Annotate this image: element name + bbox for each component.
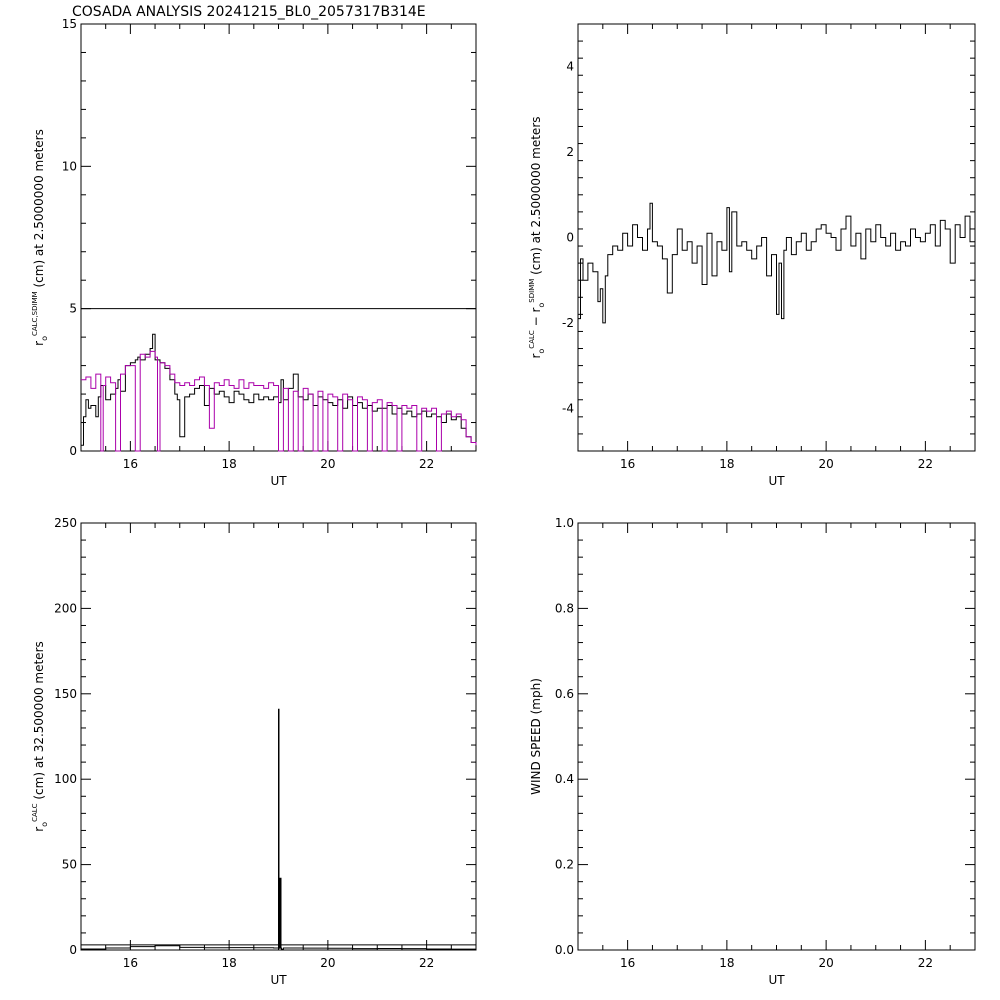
x-axis-label: UT xyxy=(270,973,287,987)
y-axis-label: roCALC,SDIMM (cm) at 2.5000000 meters xyxy=(31,129,49,346)
y-tick-label: 100 xyxy=(54,772,77,786)
series-line-1 xyxy=(81,350,477,452)
x-tick-label: 20 xyxy=(818,457,833,471)
y-tick-label: 150 xyxy=(54,687,77,701)
panel-bottom-left: 16 18 20 22 0 50 100 150 200 250 UT roCALC (cm) at … xyxy=(31,516,477,987)
series-line-0 xyxy=(81,333,477,449)
x-tick-label: 18 xyxy=(719,956,734,970)
y-tick-label: 15 xyxy=(62,17,77,31)
panel-top-left: 16 18 20 22 0 5 10 15 UT roCALC,SDIMM (cm) at 2.5… xyxy=(31,17,477,488)
x-tick-label: 20 xyxy=(320,457,335,471)
figure-title: COSADA ANALYSIS 20241215_BL0_2057317B314… xyxy=(72,4,426,20)
y-tick-label: 250 xyxy=(54,516,77,530)
y-axis-label: WIND SPEED (mph) xyxy=(529,678,543,795)
x-tick-label: 22 xyxy=(419,457,434,471)
y-tick-label: 50 xyxy=(62,858,77,872)
x-tick-label: 16 xyxy=(123,457,138,471)
plot-frame xyxy=(577,522,976,951)
x-tick-label: 22 xyxy=(918,956,933,970)
y-tick-label: 0.0 xyxy=(555,943,574,957)
panel-bottom-right: 16 18 20 22 0.0 0.2 0.4 0.6 0.8 1.0 UT WIND SPEED (… xyxy=(529,516,976,987)
y-tick-label: 0 xyxy=(69,444,77,458)
x-tick-label: 20 xyxy=(818,956,833,970)
x-axis-label: UT xyxy=(768,474,785,488)
y-tick-label: 200 xyxy=(54,601,77,615)
x-tick-label: 22 xyxy=(918,457,933,471)
x-tick-label: 16 xyxy=(620,457,635,471)
y-tick-label: 0.8 xyxy=(555,601,574,615)
x-tick-label: 16 xyxy=(620,956,635,970)
y-tick-label: -2 xyxy=(562,316,574,330)
x-axis-label: UT xyxy=(270,474,287,488)
x-tick-label: 18 xyxy=(719,457,734,471)
y-tick-label: 0 xyxy=(566,231,574,245)
y-axis-label: roCALC − roSDIMM (cm) at 2.5000000 meter… xyxy=(528,116,546,358)
y-tick-label: -4 xyxy=(562,401,574,415)
x-tick-label: 16 xyxy=(123,956,138,970)
y-tick-label: 1.0 xyxy=(555,516,574,530)
x-axis-label: UT xyxy=(768,973,785,987)
y-axis-label: roCALC (cm) at 32.500000 meters xyxy=(31,641,49,832)
y-tick-label: 4 xyxy=(566,60,574,74)
series-line-0 xyxy=(578,202,976,324)
y-tick-label: 0.6 xyxy=(555,687,574,701)
series-line-0 xyxy=(81,708,477,950)
x-tick-label: 20 xyxy=(320,956,335,970)
x-tick-label: 22 xyxy=(419,956,434,970)
x-tick-label: 18 xyxy=(221,457,236,471)
y-tick-label: 10 xyxy=(62,159,77,173)
y-tick-label: 5 xyxy=(69,302,77,316)
x-tick-label: 18 xyxy=(221,956,236,970)
y-tick-label: 0.2 xyxy=(555,858,574,872)
y-tick-label: 0.4 xyxy=(555,772,574,786)
panel-top-right: 16 18 20 22 -4 -2 0 2 4 UT roCALC − roSDIMM (cm) a… xyxy=(528,23,976,488)
y-tick-label: 2 xyxy=(566,145,574,159)
y-tick-label: 0 xyxy=(69,943,77,957)
